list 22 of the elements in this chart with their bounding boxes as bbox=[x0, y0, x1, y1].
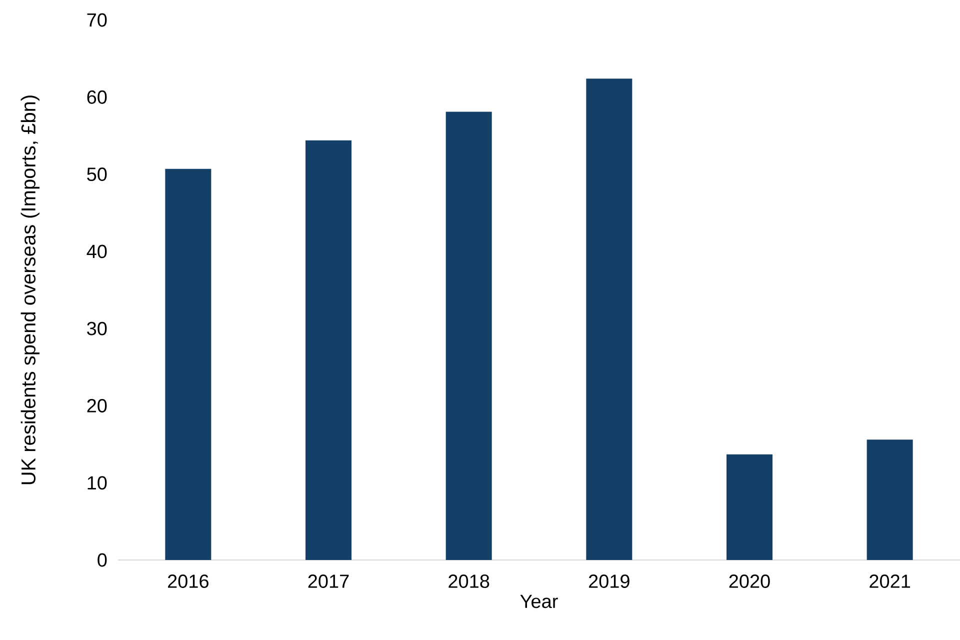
y-tick-label: 10 bbox=[88, 476, 107, 490]
bar bbox=[165, 168, 212, 560]
x-tick-label: 2018 bbox=[448, 574, 490, 588]
bar bbox=[306, 140, 352, 560]
y-tick-label: 70 bbox=[87, 13, 107, 27]
bar bbox=[866, 440, 913, 560]
x-axis-title: Year bbox=[520, 594, 558, 608]
y-axis-title: UK residents spend overseas (Imports, £bn) bbox=[20, 96, 40, 484]
bar bbox=[586, 78, 632, 560]
x-tick-label: 2021 bbox=[870, 574, 910, 588]
x-tick-label: 2017 bbox=[308, 574, 349, 588]
y-tick-label: 50 bbox=[87, 168, 107, 182]
x-tick-label: 2020 bbox=[729, 574, 770, 588]
bar bbox=[446, 112, 492, 560]
y-tick-label: 0 bbox=[98, 553, 107, 567]
y-tick-label: 40 bbox=[86, 244, 107, 258]
bar bbox=[726, 454, 773, 560]
y-tick-label: 60 bbox=[87, 90, 107, 104]
x-tick-label: 2019 bbox=[588, 574, 630, 588]
y-tick-label: 20 bbox=[87, 398, 107, 412]
x-tick-label: 2016 bbox=[168, 574, 208, 588]
y-tick-label: 30 bbox=[87, 322, 107, 336]
